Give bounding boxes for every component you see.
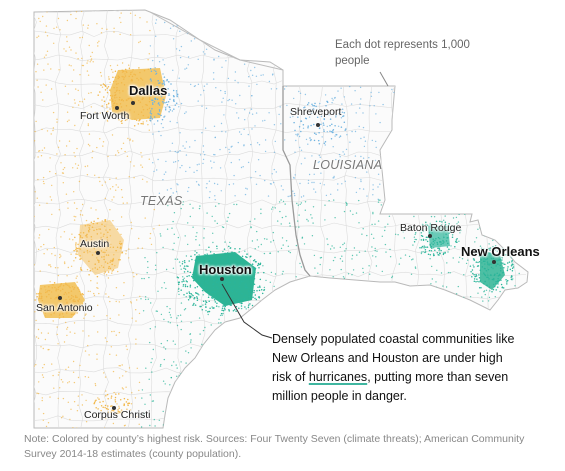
city-marker-new-orleans (492, 260, 496, 264)
hurricane-callout: Densely populated coastal communities li… (272, 330, 517, 406)
state-label-texas: TEXAS (140, 194, 183, 208)
city-marker-shreveport (316, 123, 320, 127)
city-label-fort-worth: Fort Worth (80, 110, 130, 122)
city-marker-fort-worth (115, 106, 119, 110)
city-marker-houston (220, 277, 224, 281)
callout-highlight-hurricanes: hurricanes (308, 370, 368, 384)
city-marker-baton-rouge (428, 234, 432, 238)
city-label-shreveport: Shreveport (290, 106, 342, 118)
city-marker-austin (96, 251, 100, 255)
source-footnote: Note: Colored by county’s highest risk. … (24, 433, 525, 460)
city-label-baton-rouge: Baton Rouge (400, 222, 462, 234)
city-label-san-antonio: San Antonio (36, 302, 93, 314)
callout-text-end: , putting more than seven million people… (272, 370, 509, 403)
dallas-county-fill (110, 68, 166, 120)
state-border (282, 86, 311, 277)
map-canvas (33, 9, 529, 429)
city-marker-dallas (131, 101, 135, 105)
city-label-new-orleans: New Orleans (461, 244, 540, 259)
city-label-houston: Houston (199, 262, 252, 277)
red-river (149, 11, 284, 71)
dot-legend-note: Each dot represents 1,000 people (335, 39, 470, 67)
legend-pointer (379, 71, 389, 87)
city-marker-san-antonio (58, 296, 62, 300)
city-label-austin: Austin (80, 238, 110, 250)
callout-text-start: Densely populated coastal communities li… (272, 332, 515, 384)
city-marker-corpus-christi (112, 406, 116, 410)
state-label-louisiana: LOUISIANA (313, 158, 383, 172)
city-label-dallas: Dallas (129, 83, 168, 98)
city-label-corpus-christi: Corpus Christi (84, 409, 151, 421)
